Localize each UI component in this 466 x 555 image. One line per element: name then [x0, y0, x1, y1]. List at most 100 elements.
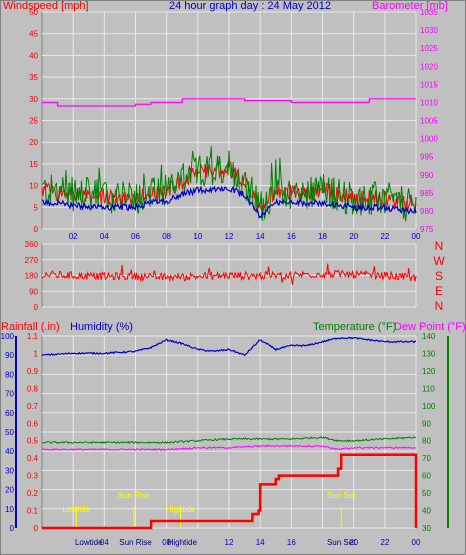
direction-tick: 0: [34, 303, 39, 312]
dewpoint-line: [41, 444, 417, 451]
humidity-tick: 20: [5, 486, 14, 495]
barometer-tick: 1030: [420, 26, 438, 35]
event-marker-label: Sun Set: [327, 491, 356, 500]
barometer-axis-label: Barometer [mb]: [372, 0, 448, 12]
temperature-tick: 100: [422, 402, 436, 411]
rainfall-tick: 0: [34, 524, 39, 533]
barometer-tick: 980: [420, 207, 434, 216]
barometer-tick: 1035: [420, 8, 438, 17]
humidity-tick: 40: [5, 447, 14, 456]
barometer-tick: 1000: [420, 135, 438, 144]
hour-tick: 14: [256, 232, 265, 241]
humidity-tick: 100: [1, 332, 15, 341]
compass-letter: W: [433, 254, 445, 268]
climate-hour-tick: 16: [287, 538, 296, 547]
temperature-line: [41, 435, 417, 445]
temperature-tick: 130: [422, 349, 436, 358]
barometer-tick: 1020: [420, 62, 438, 71]
climate-hour-tick: Lowtide: [75, 538, 103, 547]
humidity-tick: 0: [10, 524, 15, 533]
humidity-tick: 50: [5, 428, 14, 437]
event-marker-label: Hightide: [166, 505, 196, 514]
humidity-tick: 80: [5, 370, 14, 379]
windspeed-tick: 50: [29, 8, 38, 17]
windspeed-tick: 5: [34, 203, 39, 212]
event-marker-label: Lowtide: [62, 505, 90, 514]
direction-tick: 180: [25, 272, 39, 281]
rainfall-axis-label: Rainfall (.in): [1, 321, 60, 333]
windspeed-tick: 45: [29, 30, 38, 39]
barometer-tick: 1010: [420, 98, 438, 107]
windspeed-axis-label: Windspeed [mph]: [3, 0, 89, 12]
temperature-tick: 110: [422, 384, 435, 393]
direction-tick: 360: [25, 240, 39, 249]
hour-tick: 00: [412, 232, 421, 241]
temperature-tick: 70: [422, 454, 431, 463]
barometer-tick: 1015: [420, 80, 438, 89]
hour-tick: 06: [131, 232, 140, 241]
climate-hour-tick: 14: [256, 538, 265, 547]
climate-hour-tick: 04: [100, 538, 109, 547]
humidity-line: [41, 336, 417, 357]
hour-tick: 12: [225, 232, 234, 241]
temperature-tick: 50: [422, 489, 431, 498]
temperature-tick: 80: [422, 437, 431, 446]
windspeed-tick: 30: [29, 95, 38, 104]
barometer-tick: 1025: [420, 44, 438, 53]
compass-letter: S: [435, 269, 443, 283]
temperature-tick: 120: [422, 367, 436, 376]
hour-tick: 08: [162, 232, 171, 241]
windspeed-tick: 10: [29, 182, 38, 191]
barometer-tick: 995: [420, 153, 434, 162]
wind-average-line: [41, 184, 417, 219]
humidity-tick: 90: [5, 351, 14, 360]
rainfall-tick: 0.2: [27, 489, 39, 498]
climate-hour-tick: Sun Rise: [119, 538, 152, 547]
hour-tick: 02: [69, 232, 78, 241]
direction-tick: 270: [25, 256, 39, 265]
rainfall-line: [42, 453, 418, 530]
rainfall-tick: 0.9: [27, 367, 39, 376]
hour-tick: 10: [193, 232, 202, 241]
graph-title: 24 hour graph day : 24 May 2012: [169, 0, 331, 12]
dewpoint-axis-label: Dew Point (°F): [394, 321, 466, 333]
hour-tick: 22: [380, 232, 389, 241]
hour-tick: 04: [100, 232, 109, 241]
climate-hour-tick: 20: [349, 538, 358, 547]
barometer-tick: 975: [420, 225, 434, 234]
direction-tick: 90: [29, 287, 38, 296]
hour-tick: 18: [318, 232, 327, 241]
temperature-tick: 90: [422, 419, 431, 428]
humidity-tick: 70: [5, 390, 14, 399]
temperature-tick: 40: [422, 507, 431, 516]
rainfall-tick: 0.8: [27, 384, 39, 393]
humidity-tick: 30: [5, 466, 14, 475]
climate-hour-tick: 22: [380, 538, 389, 547]
windspeed-tick: 25: [29, 117, 38, 126]
barometer-tick: 985: [420, 189, 434, 198]
barometer-tick: 990: [420, 171, 434, 180]
temperature-tick: 30: [422, 524, 431, 533]
climate-hour-tick: Hightide: [168, 538, 198, 547]
windspeed-tick: 35: [29, 73, 38, 82]
windspeed-tick: 20: [29, 138, 38, 147]
climate-hour-tick: 12: [225, 538, 234, 547]
hour-tick: 16: [287, 232, 296, 241]
humidity-tick: 10: [5, 505, 14, 514]
windspeed-tick: 0: [34, 225, 39, 234]
rainfall-tick: 1.1: [27, 332, 39, 341]
climate-hour-tick: 08: [162, 538, 171, 547]
climate-hour-tick: Sun Set: [327, 538, 356, 547]
temperature-tick: 60: [422, 472, 431, 481]
rainfall-tick: 0.1: [27, 507, 39, 516]
barometer-tick: 1005: [420, 117, 438, 126]
rainfall-tick: 1: [34, 349, 39, 358]
barometer-line: [42, 98, 416, 107]
rainfall-tick: 0.4: [27, 454, 39, 463]
compass-letter: E: [435, 284, 443, 298]
windspeed-tick: 15: [29, 160, 38, 169]
